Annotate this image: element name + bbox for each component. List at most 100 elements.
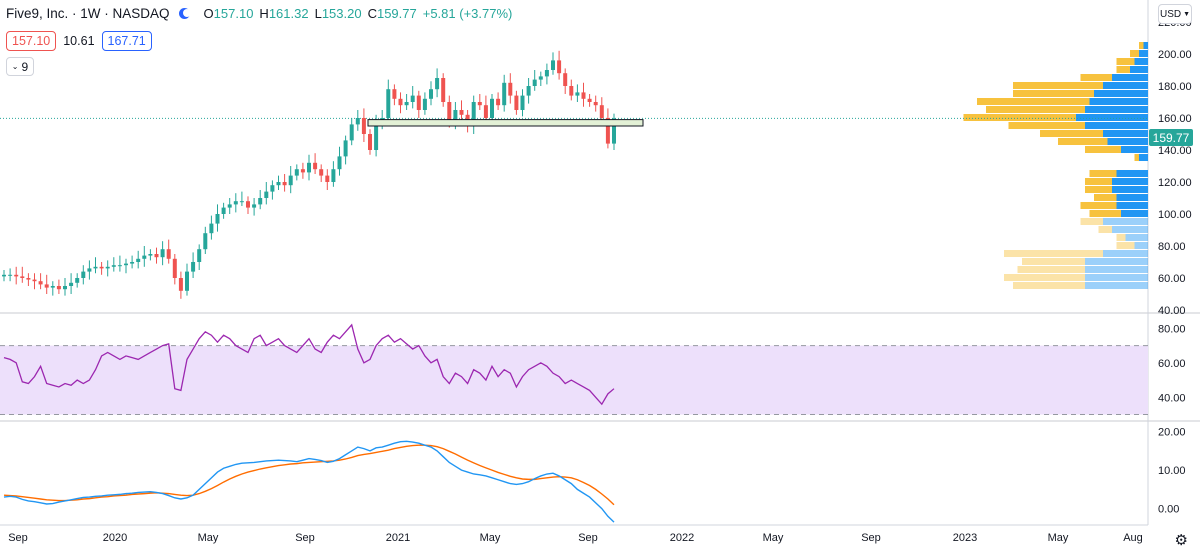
- volume-profile-down-bar: [1094, 194, 1117, 201]
- candle-body: [410, 95, 415, 102]
- buy-button[interactable]: 167.71: [101, 31, 152, 51]
- open-label: O: [203, 6, 214, 21]
- candle-body: [14, 274, 19, 277]
- spread-value: 10.61: [63, 34, 95, 48]
- candle-body: [477, 102, 482, 106]
- volume-profile-up-bar: [1139, 50, 1148, 57]
- volume-profile-up-bar: [1134, 242, 1148, 249]
- candle-body: [239, 201, 244, 203]
- price-tick-label: 120.00: [1158, 177, 1192, 189]
- candle-body: [441, 78, 446, 102]
- volume-profile-up-bar: [1076, 114, 1148, 121]
- volume-profile-down-bar: [1013, 90, 1094, 97]
- candle-body: [215, 214, 220, 224]
- candle-body: [319, 169, 324, 176]
- price-tick-label: 60.00: [1158, 273, 1186, 285]
- price-tick-label: 200.00: [1158, 49, 1192, 61]
- volume-profile-down-bar: [1080, 218, 1103, 225]
- candle-body: [276, 182, 281, 186]
- candle-body: [227, 204, 232, 208]
- candle-body: [38, 281, 43, 285]
- candle-body: [374, 121, 379, 150]
- currency-button[interactable]: USD ▼: [1158, 4, 1192, 24]
- settings-gear-icon[interactable]: ⚙: [1174, 532, 1188, 549]
- volume-profile-down-bar: [1004, 250, 1103, 257]
- candle-body: [264, 191, 269, 198]
- candle-body: [75, 278, 80, 283]
- volume-profile-up-bar: [1089, 98, 1148, 105]
- low-value: 153.20: [321, 6, 362, 21]
- close-value: 159.77: [376, 6, 417, 21]
- rsi-line: [3, 323, 615, 406]
- candle-body: [502, 82, 507, 106]
- candle-body: [178, 278, 183, 291]
- candle-body: [398, 98, 403, 106]
- time-axis-label: Sep: [861, 532, 881, 544]
- volume-profile-up-bar: [1085, 282, 1148, 289]
- volume-profile-down-bar: [1080, 74, 1112, 81]
- candle-body: [44, 284, 49, 288]
- time-axis-label: Sep: [295, 532, 315, 544]
- candle-body: [416, 95, 421, 110]
- macd-tick-label: 0.00: [1158, 504, 1179, 516]
- candle-body: [557, 60, 562, 74]
- rsi-tick-label: 60.00: [1158, 358, 1186, 370]
- candle-body: [313, 162, 318, 170]
- time-axis-label: May: [480, 532, 501, 544]
- volume-profile-up-bar: [1085, 274, 1148, 281]
- candle-body: [26, 278, 31, 280]
- market-status-icon[interactable]: [178, 8, 191, 19]
- volume-profile-up-bar: [1134, 58, 1148, 65]
- volume-profile-up-bar: [1116, 170, 1148, 177]
- price-tick-label: 80.00: [1158, 241, 1186, 253]
- volume-profile-up-bar: [1103, 218, 1148, 225]
- sell-button[interactable]: 157.10: [6, 31, 57, 51]
- indicators-toggle-button[interactable]: ⌄ 9: [6, 57, 34, 76]
- volume-profile-up-bar: [1139, 154, 1148, 161]
- chart-legend-header: Five9, Inc. · 1W · NASDAQ O157.10 H161.3…: [6, 6, 512, 21]
- price-change: +5.81 (+3.77%): [422, 6, 513, 21]
- candle-body: [349, 124, 354, 141]
- candle-body: [8, 274, 13, 276]
- macd-tick-label: 10.00: [1158, 465, 1186, 477]
- candle-body: [392, 89, 397, 99]
- candle-body: [136, 258, 141, 262]
- price-tick-label: 180.00: [1158, 81, 1192, 93]
- candle-body: [447, 102, 452, 122]
- candle-body: [270, 185, 275, 192]
- candle-body: [526, 86, 531, 96]
- volume-profile-down-bar: [1085, 146, 1121, 153]
- price-tick-label: 160.00: [1158, 113, 1192, 125]
- time-axis-label: Sep: [578, 532, 598, 544]
- volume-profile-up-bar: [1121, 146, 1148, 153]
- symbol-title[interactable]: Five9, Inc. · 1W · NASDAQ: [6, 6, 170, 21]
- volume-profile-up-bar: [1112, 178, 1148, 185]
- candle-body: [154, 254, 159, 258]
- candle-body: [368, 134, 372, 150]
- candle-body: [148, 254, 153, 256]
- candle-body: [209, 223, 214, 234]
- last-price-badge: 159.77: [1149, 129, 1193, 146]
- candle-body: [294, 169, 299, 176]
- volume-profile-up-bar: [1112, 186, 1148, 193]
- volume-profile-up-bar: [1103, 130, 1148, 137]
- volume-profile-up-bar: [1112, 74, 1148, 81]
- volume-profile-up-bar: [1121, 210, 1148, 217]
- ohlc-values: O157.10 H161.32 L153.20 C159.77: [204, 6, 417, 21]
- volume-profile-down-bar: [1017, 266, 1085, 273]
- rsi-tick-label: 40.00: [1158, 392, 1186, 404]
- volume-profile-up-bar: [1112, 226, 1148, 233]
- candle-body: [453, 110, 458, 122]
- macd-signal-line: [3, 444, 615, 506]
- candle-body: [105, 266, 110, 269]
- candle-body: [422, 98, 427, 110]
- volume-profile-up-bar: [1085, 266, 1148, 273]
- candle-body: [361, 118, 366, 134]
- candle-body: [520, 95, 525, 110]
- support-zone-rect: [367, 119, 644, 127]
- candle-body: [459, 110, 464, 115]
- volume-profile-up-bar: [1085, 106, 1148, 113]
- candle-body: [355, 118, 360, 125]
- volume-profile-down-bar: [1116, 242, 1135, 249]
